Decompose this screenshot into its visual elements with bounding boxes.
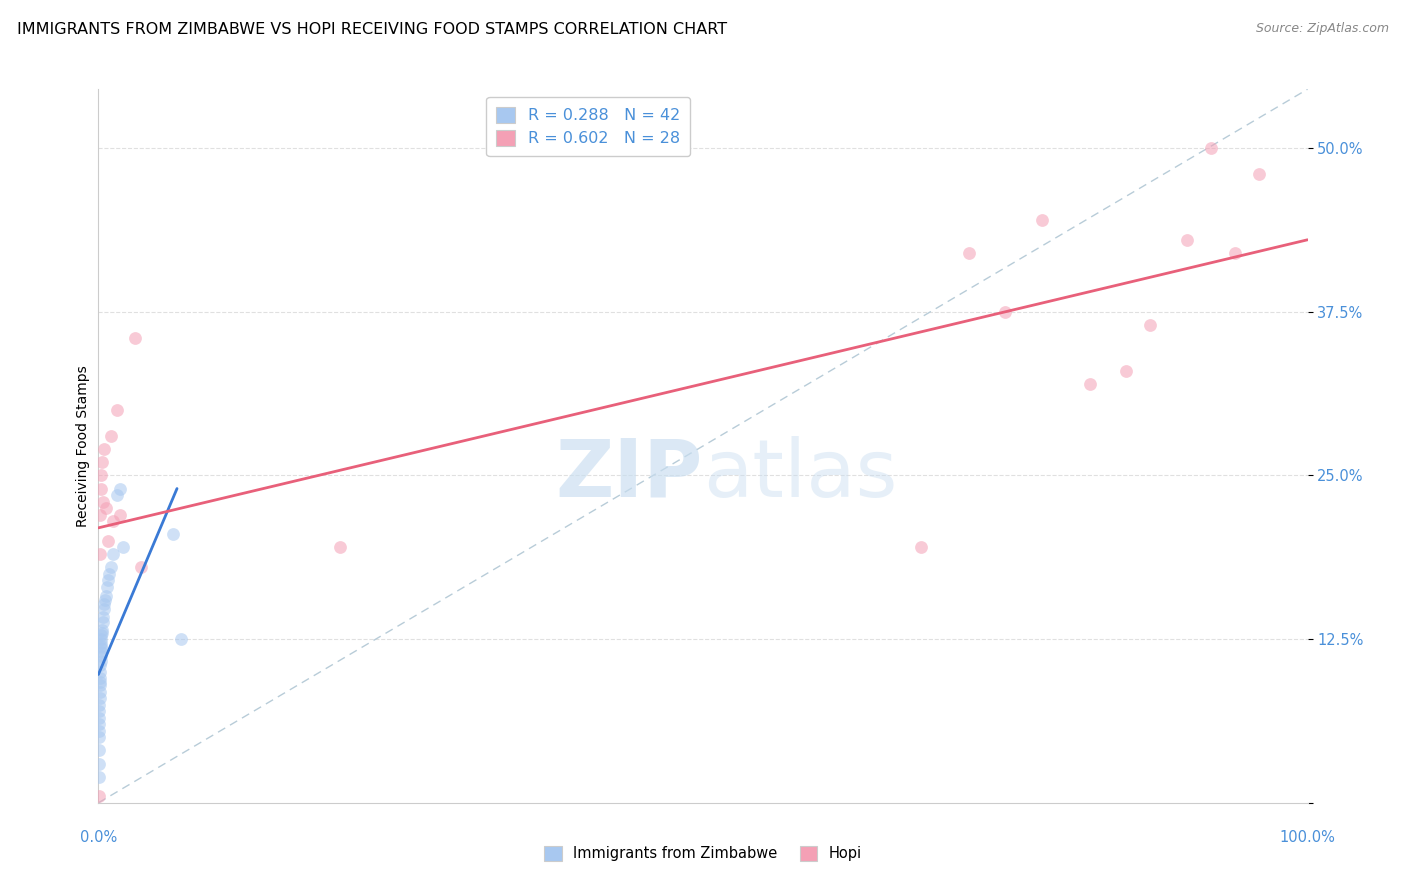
Point bbox=[108, 482, 131, 496]
Point bbox=[90, 468, 112, 483]
Text: IMMIGRANTS FROM ZIMBABWE VS HOPI RECEIVING FOOD STAMPS CORRELATION CHART: IMMIGRANTS FROM ZIMBABWE VS HOPI RECEIVI… bbox=[17, 22, 727, 37]
Point bbox=[105, 403, 128, 417]
Point bbox=[111, 541, 134, 555]
Point bbox=[90, 641, 112, 656]
Point bbox=[91, 455, 114, 469]
Point bbox=[90, 654, 112, 668]
Point bbox=[101, 514, 124, 528]
Point bbox=[1249, 167, 1271, 181]
Point bbox=[91, 623, 114, 637]
Text: Source: ZipAtlas.com: Source: ZipAtlas.com bbox=[1256, 22, 1389, 36]
Point bbox=[90, 482, 112, 496]
Point bbox=[91, 610, 114, 624]
Point bbox=[93, 442, 115, 457]
Point bbox=[100, 560, 122, 574]
Point bbox=[91, 615, 114, 629]
Point bbox=[87, 717, 110, 731]
Point bbox=[87, 789, 110, 804]
Legend: Immigrants from Zimbabwe, Hopi: Immigrants from Zimbabwe, Hopi bbox=[538, 839, 868, 867]
Point bbox=[1078, 376, 1101, 391]
Point bbox=[97, 533, 120, 548]
Point bbox=[89, 672, 111, 686]
Point bbox=[90, 632, 112, 647]
Point bbox=[89, 684, 111, 698]
Point bbox=[90, 636, 112, 650]
Point bbox=[100, 429, 122, 443]
Point bbox=[94, 501, 117, 516]
Point bbox=[87, 743, 110, 757]
Text: atlas: atlas bbox=[703, 435, 897, 514]
Point bbox=[90, 645, 112, 659]
Point bbox=[90, 628, 112, 642]
Point bbox=[87, 756, 110, 771]
Point bbox=[1031, 213, 1053, 227]
Point bbox=[96, 580, 118, 594]
Text: 100.0%: 100.0% bbox=[1279, 830, 1336, 845]
Point bbox=[98, 566, 121, 581]
Point bbox=[89, 698, 111, 712]
Point bbox=[124, 331, 146, 345]
Point bbox=[93, 602, 115, 616]
Y-axis label: Receiving Food Stamps: Receiving Food Stamps bbox=[76, 365, 90, 527]
Point bbox=[93, 597, 115, 611]
Point bbox=[1115, 364, 1137, 378]
Point bbox=[957, 245, 980, 260]
Point bbox=[90, 649, 112, 664]
Point bbox=[994, 305, 1017, 319]
Text: ZIP: ZIP bbox=[555, 435, 703, 514]
Point bbox=[91, 494, 114, 508]
Point bbox=[90, 639, 112, 653]
Point bbox=[89, 547, 111, 561]
Point bbox=[89, 658, 111, 673]
Point bbox=[90, 625, 112, 640]
Point bbox=[105, 488, 128, 502]
Point bbox=[1175, 233, 1198, 247]
Point bbox=[1139, 318, 1161, 332]
Point bbox=[89, 665, 111, 679]
Point bbox=[101, 547, 124, 561]
Point bbox=[87, 723, 110, 738]
Point bbox=[162, 527, 184, 541]
Point bbox=[1199, 141, 1222, 155]
Text: 0.0%: 0.0% bbox=[80, 830, 117, 845]
Point bbox=[1223, 245, 1246, 260]
Point bbox=[94, 589, 117, 603]
Point bbox=[329, 541, 352, 555]
Point bbox=[108, 508, 131, 522]
Point bbox=[89, 704, 111, 718]
Point bbox=[910, 541, 932, 555]
Point bbox=[89, 508, 111, 522]
Point bbox=[97, 573, 120, 587]
Point bbox=[169, 632, 191, 647]
Point bbox=[89, 691, 111, 706]
Point bbox=[87, 731, 110, 745]
Point bbox=[87, 711, 110, 725]
Point bbox=[87, 770, 110, 784]
Point bbox=[89, 675, 111, 690]
Point bbox=[89, 678, 111, 692]
Point bbox=[129, 560, 152, 574]
Point bbox=[94, 592, 117, 607]
